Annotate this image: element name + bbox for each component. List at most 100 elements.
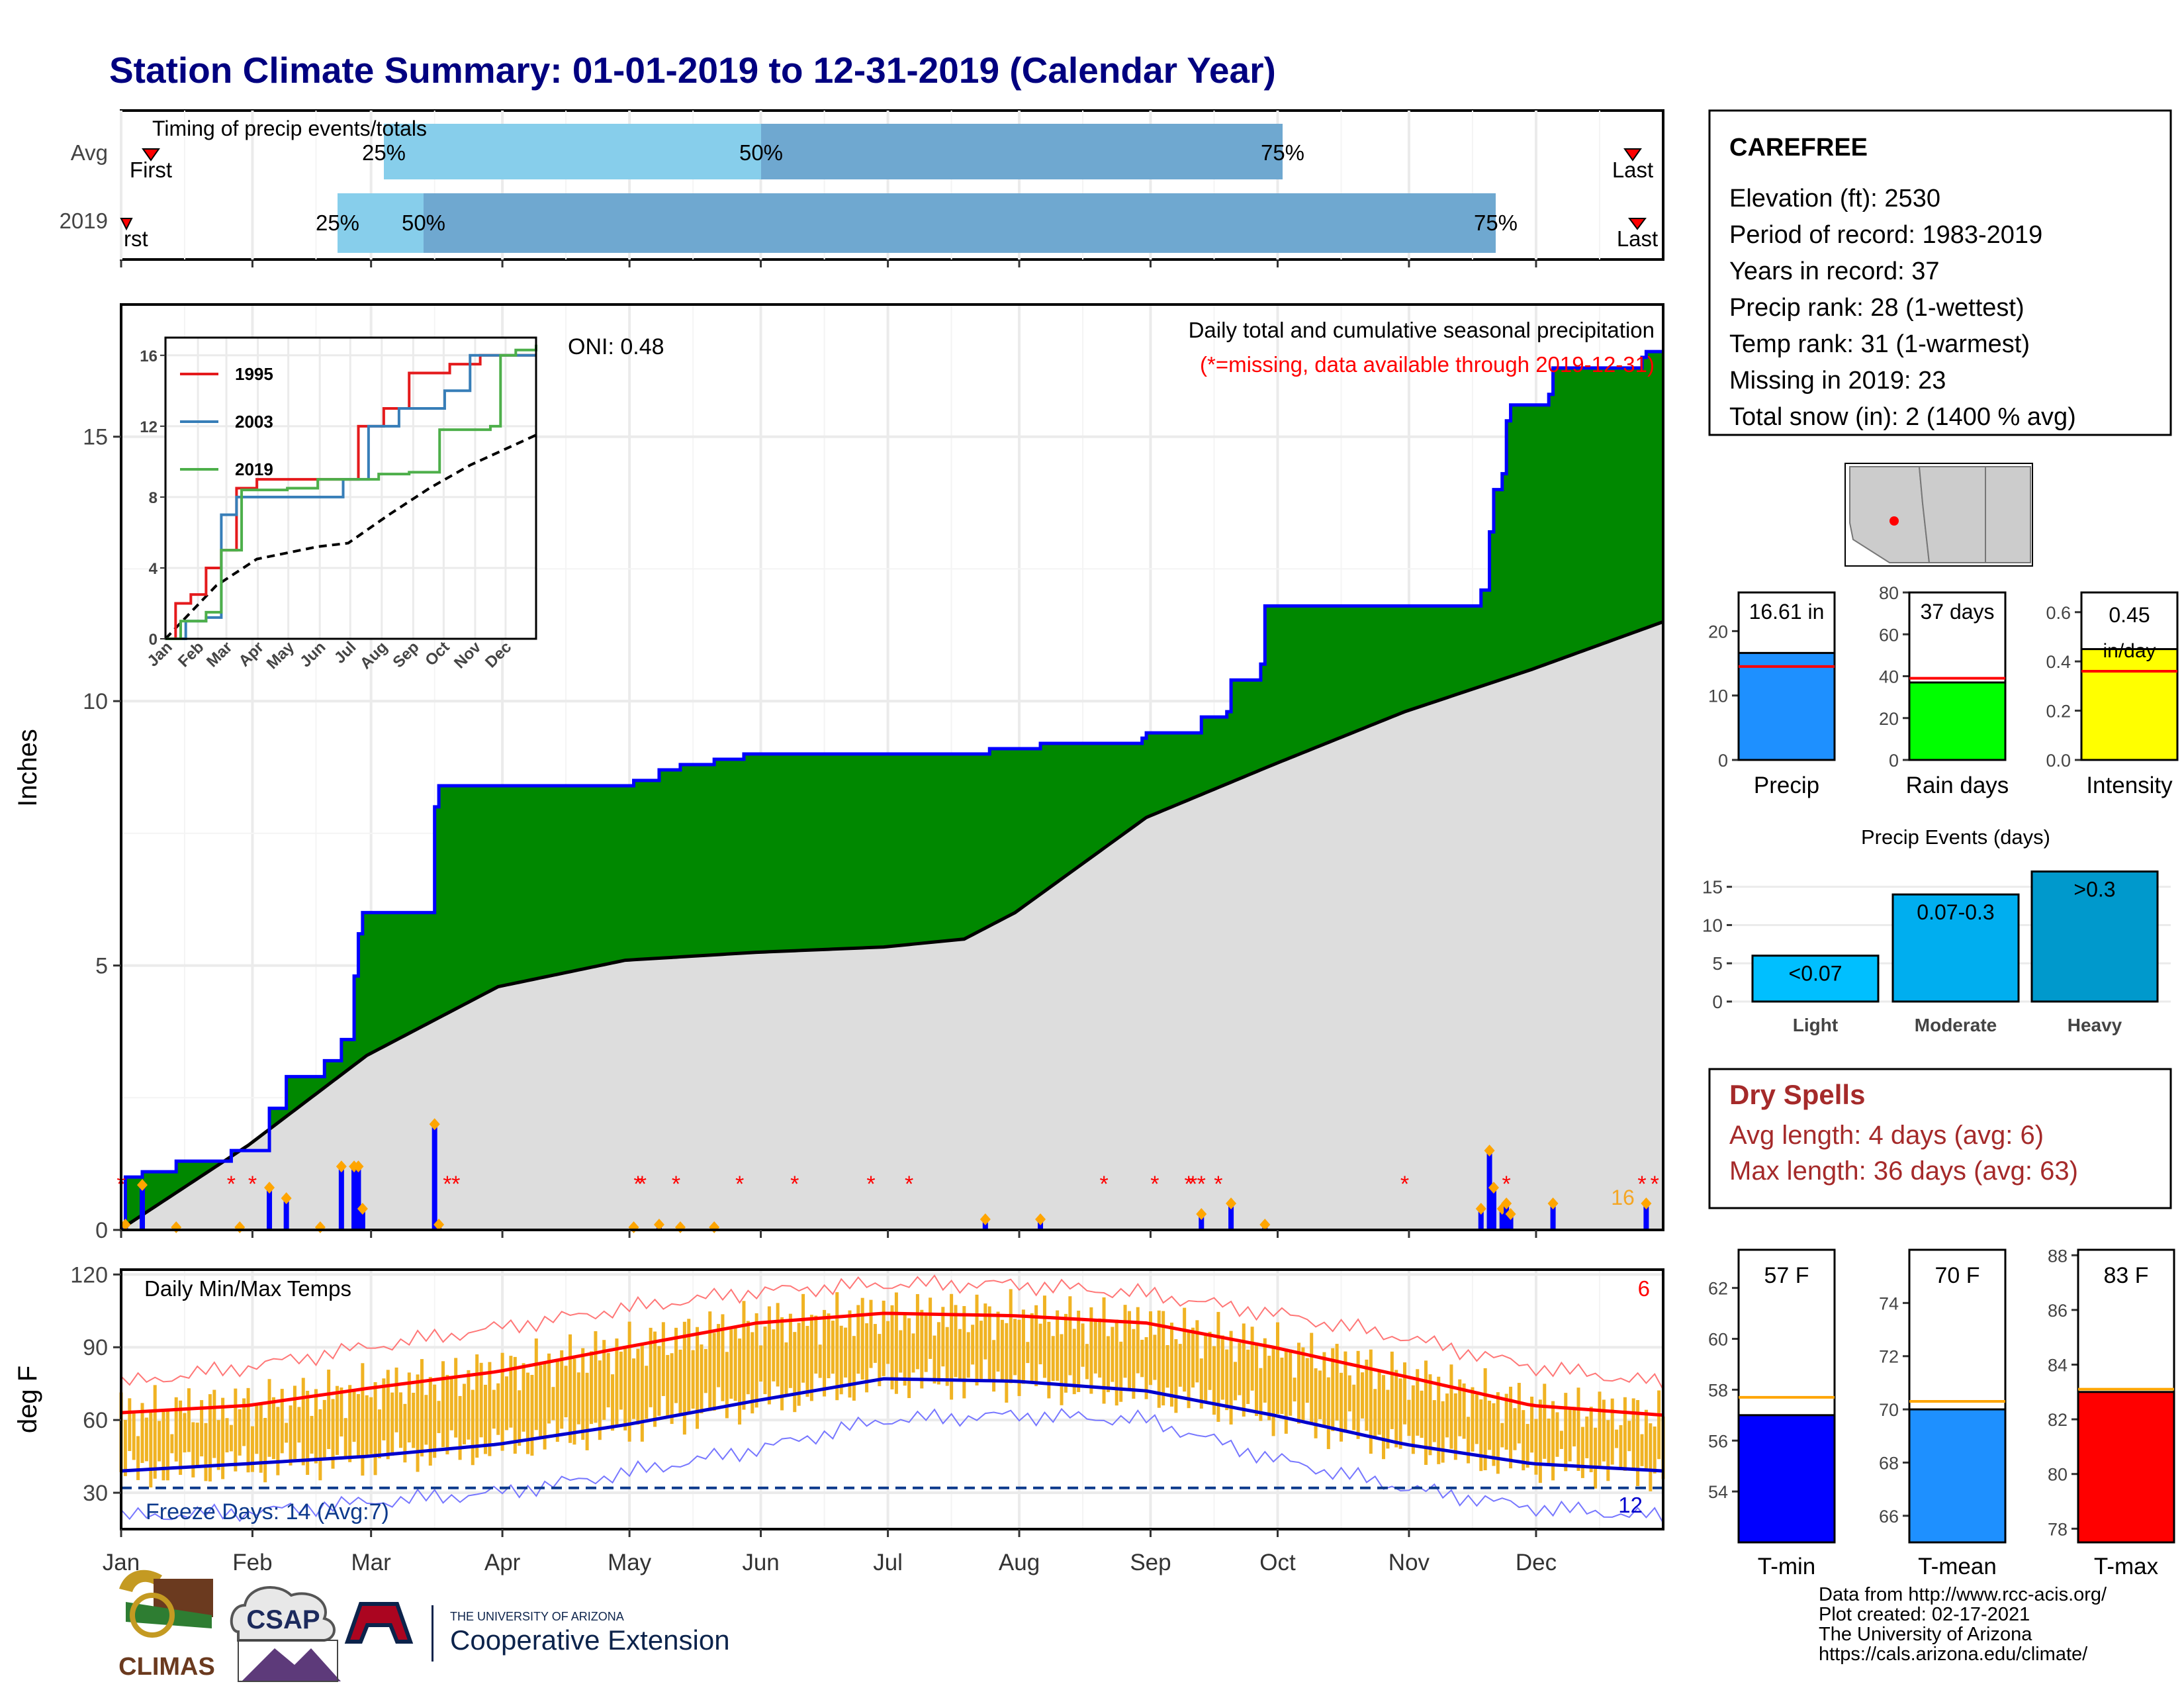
y-tick-label: 0 — [95, 1218, 108, 1243]
daily-temp-bar — [1398, 1378, 1402, 1449]
daily-temp-bar — [242, 1398, 246, 1446]
daily-temp-bar — [1191, 1327, 1195, 1388]
daily-temp-bar — [572, 1358, 576, 1445]
stat-y-tick-label: 40 — [1879, 667, 1899, 687]
temp-stat-value-label: 70 F — [1934, 1263, 1979, 1288]
daily-temp-bar — [361, 1363, 365, 1476]
events-bar-light — [1751, 955, 1880, 1003]
station-info-line: Period of record: 1983-2019 — [1729, 221, 2042, 249]
daily-temp-bar — [805, 1326, 809, 1397]
stat-bar-label: Intensity — [2086, 773, 2173, 798]
university-of-arizona-logo: THE UNIVERSITY OF ARIZONA Cooperative Ex… — [344, 1602, 730, 1662]
events-bar-value: <0.07 — [1789, 962, 1843, 986]
inset-y-tick-label: 8 — [149, 489, 158, 507]
daily-temp-bar — [1229, 1331, 1233, 1425]
daily-temp-bar — [1233, 1362, 1237, 1401]
daily-temp-bar — [729, 1329, 733, 1399]
daily-temp-bar — [691, 1350, 695, 1409]
daily-temp-bar — [505, 1376, 508, 1430]
daily-temp-bar — [611, 1374, 615, 1431]
footer-line: Data from http://www.rcc-acis.org/ — [1819, 1584, 2107, 1605]
month-tick-label: Dec — [1516, 1550, 1557, 1575]
daily-temp-bar — [1132, 1329, 1136, 1399]
page-title: Station Climate Summary: 01-01-2019 to 1… — [109, 50, 1276, 91]
daily-temp-bar — [1123, 1305, 1127, 1378]
daily-temp-bar — [293, 1385, 296, 1460]
daily-temp-bar — [856, 1305, 860, 1374]
month-tick-label: Mar — [351, 1550, 392, 1575]
daily-temp-bar — [1432, 1400, 1436, 1442]
events-bar-value: >0.3 — [2073, 878, 2115, 902]
daily-temp-bar — [496, 1383, 500, 1435]
daily-precip-marker — [433, 1219, 445, 1231]
daily-temp-bar — [492, 1389, 496, 1429]
y2019-last-label: Last — [1617, 226, 1658, 251]
daily-temp-bar — [1021, 1309, 1025, 1384]
y2019-p25-label: 25% — [316, 211, 359, 235]
daily-temp-bar — [581, 1348, 585, 1440]
daily-temp-bar — [407, 1372, 411, 1442]
daily-temp-bar — [911, 1333, 915, 1373]
daily-temp-bar — [1208, 1331, 1212, 1390]
daily-temp-bar — [331, 1399, 335, 1469]
daily-temp-bar — [1598, 1391, 1602, 1466]
station-info-line: Temp rank: 31 (1-warmest) — [1729, 330, 2030, 358]
daily-precip-bar — [1486, 1150, 1492, 1230]
stat-y-tick-label: 0.0 — [2046, 751, 2071, 771]
footer-line: Plot created: 02-17-2021 — [1819, 1604, 2030, 1625]
daily-temp-bar — [1081, 1323, 1085, 1367]
daily-temp-bar — [390, 1392, 394, 1456]
daily-temp-bar — [954, 1305, 958, 1378]
daily-temp-bar — [1136, 1307, 1140, 1374]
daily-temp-bar — [551, 1387, 555, 1421]
daily-temp-bar — [1564, 1393, 1568, 1472]
daily-temp-bar — [1115, 1319, 1118, 1406]
daily-temp-bar — [966, 1332, 970, 1378]
daily-temp-bar — [1589, 1407, 1593, 1473]
daily-temp-bar — [1627, 1421, 1631, 1452]
daily-temp-bar — [712, 1333, 716, 1411]
missing-day-marker: * — [227, 1172, 236, 1197]
timing-avg-label: Avg — [71, 140, 108, 165]
daily-temp-bar — [1602, 1399, 1606, 1462]
daily-temp-bar — [878, 1334, 882, 1387]
missing-day-marker: * — [1150, 1172, 1159, 1197]
daily-temp-bar — [809, 1315, 813, 1401]
daily-temp-bar — [564, 1366, 568, 1418]
csap-logo-text: CSAP — [246, 1605, 320, 1634]
daily-precip-bar — [1508, 1214, 1514, 1230]
daily-temp-bar — [1144, 1336, 1148, 1399]
daily-temp-bar — [513, 1356, 517, 1454]
daily-temp-bar — [725, 1352, 729, 1419]
daily-temp-bar — [1051, 1336, 1055, 1381]
temp-stat-frame — [2077, 1248, 2175, 1544]
temp-stat-y-tick-label: 62 — [1708, 1279, 1728, 1299]
daily-temp-bar — [475, 1354, 479, 1458]
missing-day-marker: * — [1189, 1172, 1197, 1197]
timing-panel: Timing of precip events/totals Avg 2019 … — [60, 109, 1664, 261]
daily-precip-bar — [1478, 1209, 1484, 1230]
station-info-line: Years in record: 37 — [1729, 258, 1940, 285]
daily-temp-bar — [865, 1323, 869, 1393]
timing-label: Timing of precip events/totals — [152, 117, 427, 140]
daily-temp-bar — [1220, 1335, 1224, 1400]
daily-precip-marker — [1501, 1197, 1512, 1210]
daily-temp-bar — [576, 1372, 580, 1425]
daily-temp-bar — [1034, 1305, 1038, 1387]
missing-day-marker: * — [443, 1172, 451, 1197]
daily-temp-bar — [280, 1389, 284, 1454]
daily-temp-bar — [1183, 1307, 1187, 1392]
daily-precip-bar — [338, 1166, 344, 1230]
daily-temp-bar — [687, 1319, 691, 1414]
daily-temp-bar — [1640, 1434, 1644, 1466]
daily-temp-bar — [1369, 1349, 1373, 1454]
daily-temp-bar — [852, 1336, 856, 1401]
daily-temp-bar — [271, 1397, 275, 1460]
daily-temp-bar — [343, 1418, 347, 1458]
daily-temp-bar — [1284, 1348, 1288, 1434]
daily-temp-bar — [1318, 1370, 1322, 1419]
station-info-line: Elevation (ft): 2530 — [1729, 185, 1940, 212]
daily-temp-bar — [428, 1377, 432, 1466]
daily-temp-bar — [416, 1374, 420, 1472]
